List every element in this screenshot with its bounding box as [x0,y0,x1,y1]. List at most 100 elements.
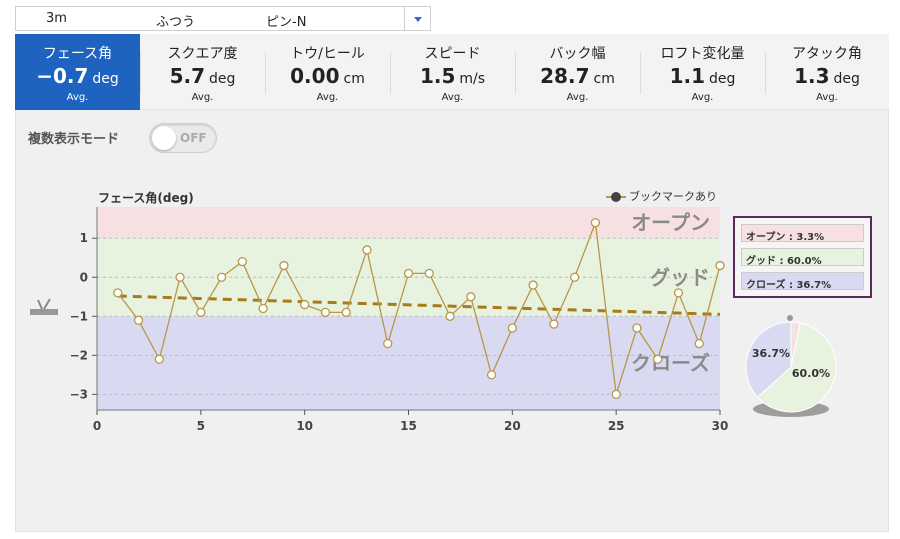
data-point [569,272,580,282]
tab-divider [765,52,766,94]
green-speed-value: ふつう [156,15,196,30]
data-point [133,315,144,325]
stat-good: グッド : 60.0% [741,248,864,267]
data-point [403,268,414,279]
tab-divider [640,52,641,94]
tab-avg-label: Avg. [191,92,214,103]
data-point [113,288,123,298]
tab-avg-label: Avg. [816,92,838,103]
x-tick-label: 10 [296,419,313,433]
tab-avg-label: Avg. [441,92,464,103]
tab-unit: cm [343,71,365,87]
tab-label: バック幅 [549,46,606,62]
data-point [632,323,642,333]
x-tick-label: 20 [504,419,521,433]
pin-position-value: ピン-N [266,15,307,30]
tab-divider [390,52,391,94]
data-point [445,311,455,321]
tab-speed[interactable]: スピード 1.5 m/s Avg. [390,34,515,110]
tab-value: −0.7 [36,64,89,88]
data-point [237,257,248,267]
tab-value: 1.5 [419,64,456,88]
pie-label-good: 60.0% [792,367,830,380]
tab-backswing-width[interactable]: バック幅 28.7 cm Avg. [515,34,640,110]
tab-unit: deg [209,71,236,87]
x-tick-label: 0 [93,419,101,433]
multi-view-mode-label: 複数表示モード [28,132,120,147]
condition-selector[interactable]: 3m ふつう ピン-N [15,6,431,31]
tab-label: スピード [424,46,481,62]
putter-head-icon [30,298,58,315]
tab-attack-angle[interactable]: アタック角 1.3 deg Avg. [765,34,889,110]
legend-bookmark[interactable]: ブックマークあり [606,188,717,204]
series-line [117,222,721,395]
data-point [611,389,621,400]
data-point [673,288,684,298]
legend-marker-icon [606,192,626,202]
tab-value: 1.1 [669,64,706,88]
multi-view-toggle[interactable]: OFF [149,123,217,153]
metric-tabs: フェース角 −0.7 deg Avg. スクエア度 5.7 deg Avg. トウ/… [15,34,889,117]
data-point [216,272,227,282]
x-tick-label: 15 [400,419,417,433]
x-tick-label: 30 [712,419,729,433]
tab-value: 1.3 [794,64,830,88]
tab-face-angle[interactable]: フェース角 −0.7 deg Avg. [15,34,140,117]
zone-stats-box: オープン : 3.3% グッド : 60.0% クローズ : 36.7% [733,216,872,298]
tab-label: スクエア度 [167,46,238,62]
data-point [258,303,268,314]
pie-slice [745,321,792,398]
y-tick-label: 0 [80,270,88,284]
tab-value: 0.00 [290,64,340,88]
data-point [279,260,289,271]
x-tick-label: 5 [197,419,205,433]
tab-divider [515,52,516,94]
distance-value: 3m [46,11,67,26]
chevron-down-icon[interactable] [404,7,430,30]
tab-unit: cm [593,71,615,87]
tab-unit: m/s [459,71,486,87]
tab-avg-label: Avg. [566,92,589,103]
pie-slice [756,322,837,413]
tab-label: アタック角 [792,46,862,62]
tab-label: フェース角 [42,46,113,62]
tab-avg-label: Avg. [316,92,339,103]
stat-close: クローズ : 36.7% [741,272,864,291]
data-point [341,307,351,318]
toggle-knob [152,126,176,150]
tab-squareness[interactable]: スクエア度 5.7 deg Avg. [140,34,265,110]
tab-avg-label: Avg. [66,92,89,103]
data-point [507,323,517,333]
tab-loft-change[interactable]: ロフト変化量 1.1 deg Avg. [640,34,765,110]
tab-label: ロフト変化量 [660,46,745,62]
tab-unit: deg [92,71,119,87]
data-point [300,299,310,310]
data-point [486,370,497,380]
data-point [694,338,704,349]
data-point [196,307,206,318]
data-point [175,272,185,282]
pie-marker-dot [787,315,793,321]
data-point [466,292,476,302]
data-point [653,354,663,364]
data-point [320,307,331,318]
x-tick-label: 25 [608,419,625,433]
chart-title: フェース角(deg) [98,191,194,205]
zone-band [97,207,720,239]
y-tick-label: −1 [70,309,88,323]
tab-divider [140,52,141,94]
data-point [424,268,434,279]
legend-label: ブックマークあり [629,190,717,203]
stat-open: オープン : 3.3% [741,224,864,243]
pie-label-close: 36.7% [752,347,790,360]
tab-unit: deg [709,71,736,87]
tab-label: トウ/ヒール [290,46,365,62]
tab-toe-heel[interactable]: トウ/ヒール 0.00 cm Avg. [265,34,390,110]
y-tick-label: −2 [70,348,88,362]
y-tick-label: 1 [80,231,88,245]
tab-avg-label: Avg. [691,92,714,103]
toggle-state: OFF [180,131,207,145]
zone-label: オープン [631,211,710,235]
data-point [383,338,393,349]
